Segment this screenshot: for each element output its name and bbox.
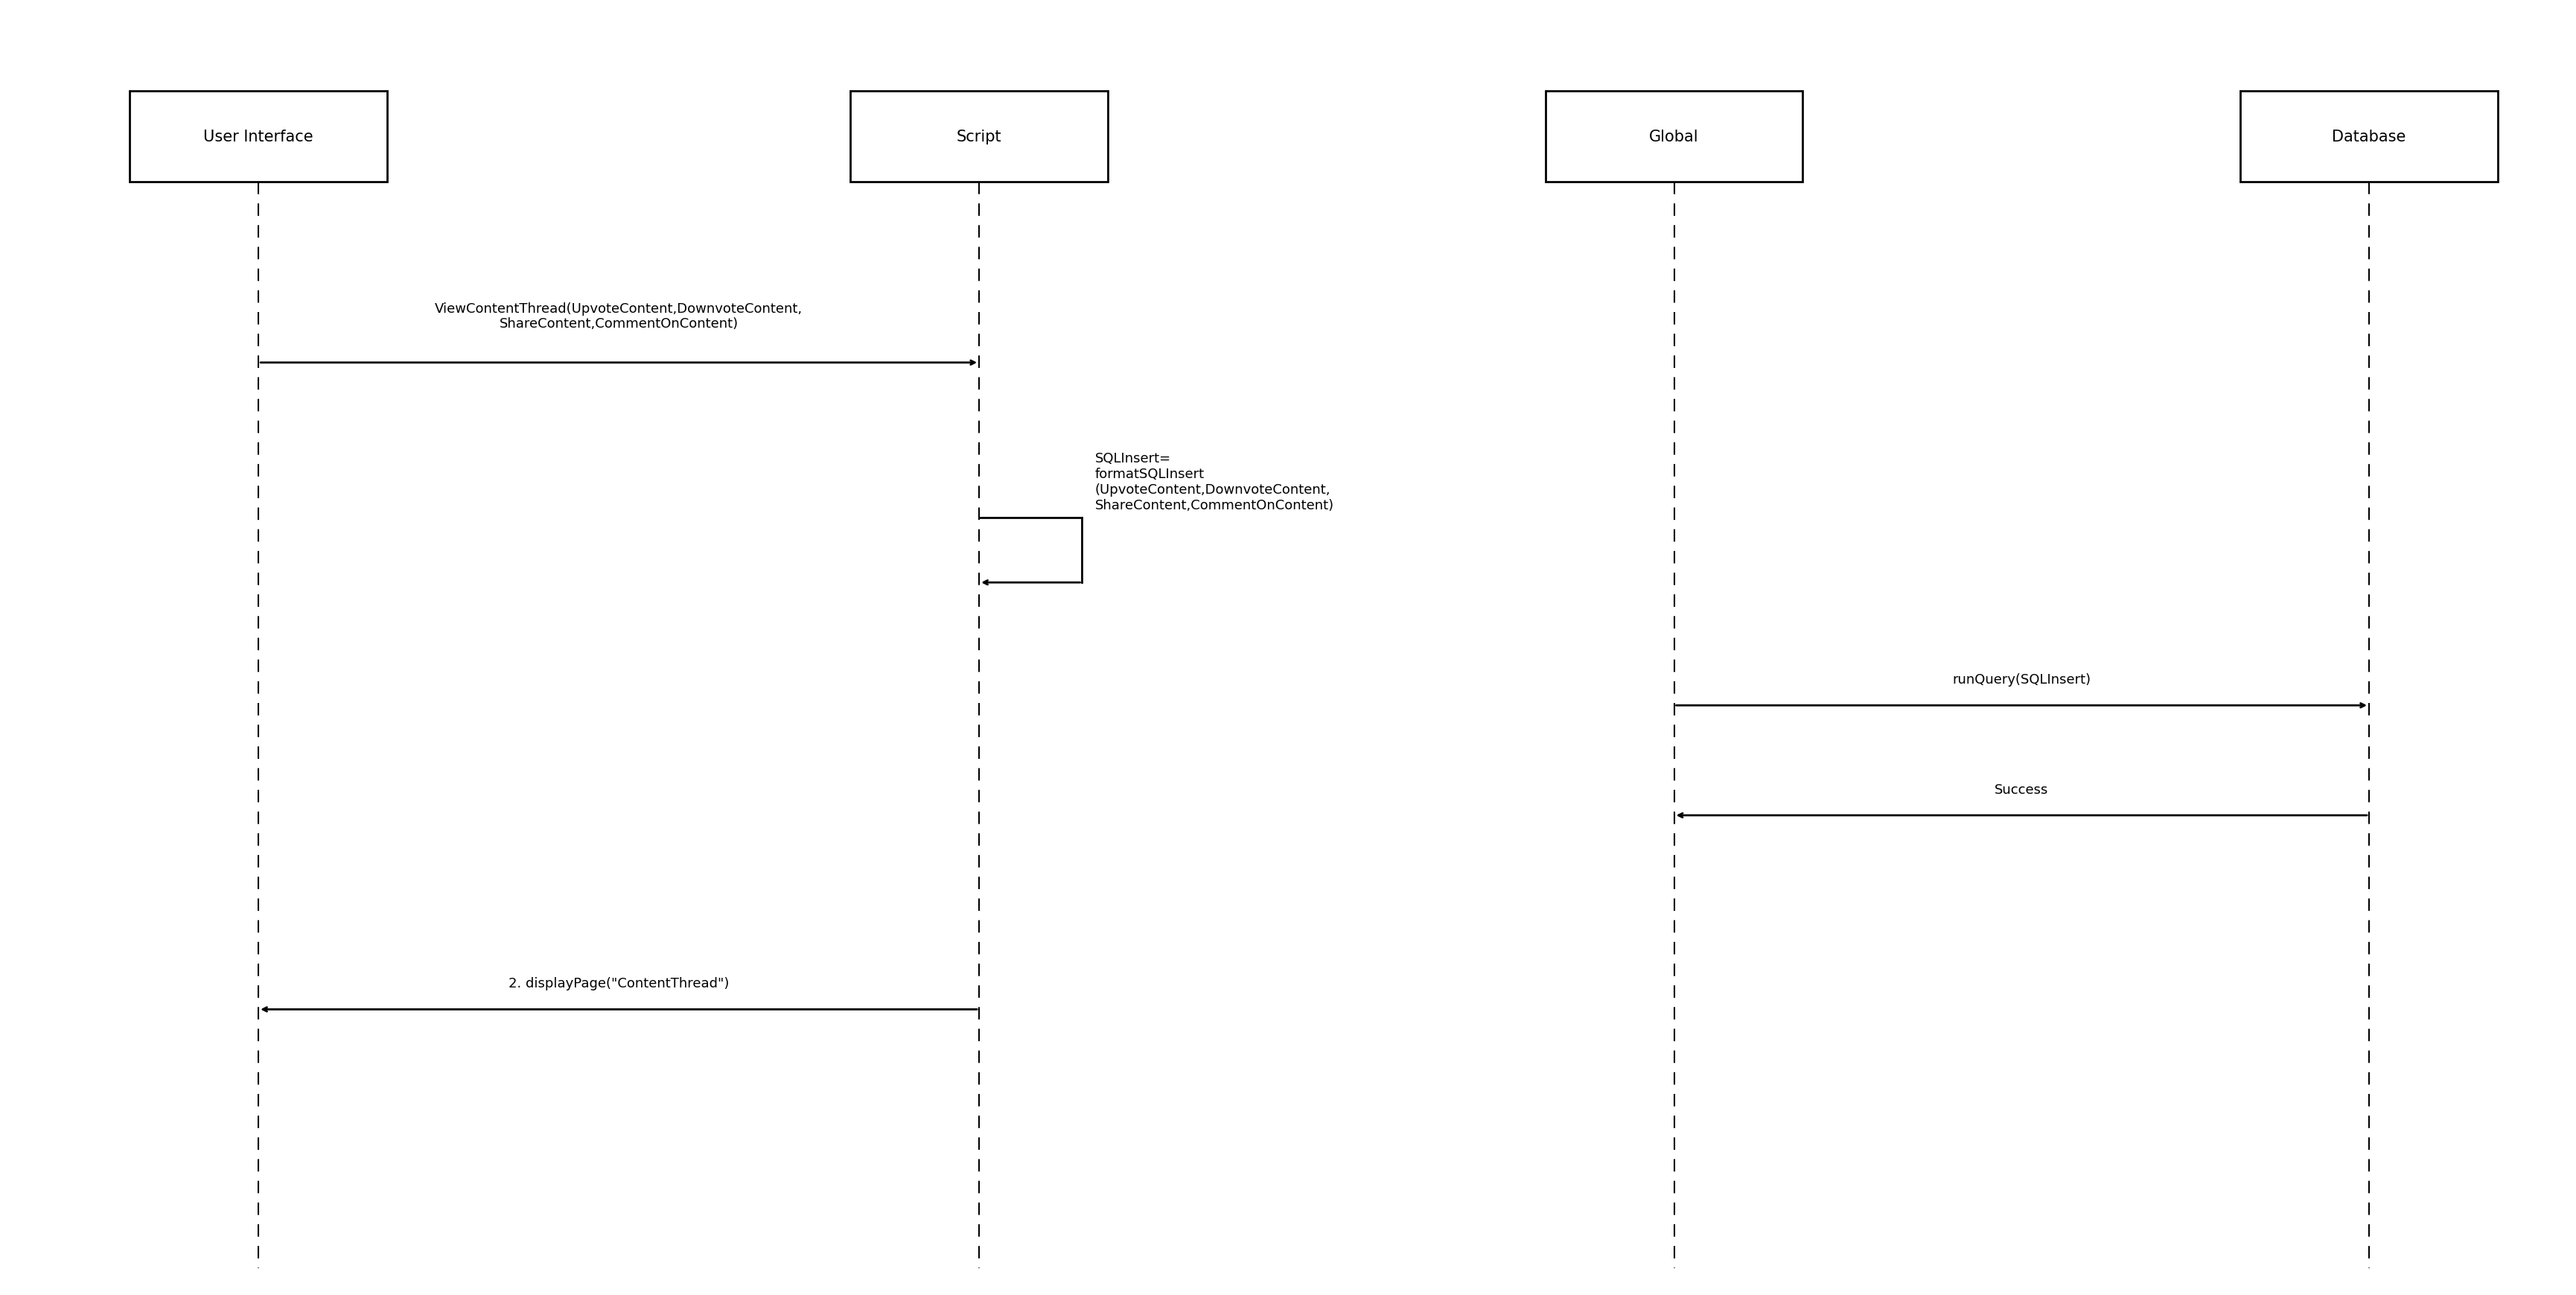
Text: Global: Global bbox=[1649, 130, 1700, 144]
Text: SQLInsert=
formatSQLInsert
(UpvoteContent,DownvoteContent,
ShareContent,CommentO: SQLInsert= formatSQLInsert (UpvoteConten… bbox=[1095, 452, 1334, 512]
Text: Script: Script bbox=[956, 130, 1002, 144]
FancyBboxPatch shape bbox=[850, 92, 1108, 183]
FancyBboxPatch shape bbox=[129, 92, 386, 183]
Text: Success: Success bbox=[1994, 782, 2048, 796]
Text: Database: Database bbox=[2331, 130, 2406, 144]
FancyBboxPatch shape bbox=[1546, 92, 1803, 183]
FancyBboxPatch shape bbox=[2241, 92, 2499, 183]
Text: ViewContentThread(UpvoteContent,DownvoteContent,
ShareContent,CommentOnContent): ViewContentThread(UpvoteContent,Downvote… bbox=[435, 302, 804, 330]
Text: 2. displayPage("ContentThread"): 2. displayPage("ContentThread") bbox=[507, 976, 729, 991]
Text: User Interface: User Interface bbox=[204, 130, 314, 144]
Text: runQuery(SQLInsert): runQuery(SQLInsert) bbox=[1953, 673, 2092, 686]
